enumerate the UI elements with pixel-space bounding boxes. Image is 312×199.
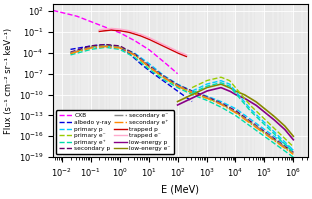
X-axis label: E (MeV): E (MeV) [162,185,199,195]
Legend: CXB, albedo γ-ray, primary p, primary e⁻, primary e⁺, secondary p, secondary e⁻,: CXB, albedo γ-ray, primary p, primary e⁻… [56,110,174,154]
Y-axis label: Flux (s⁻¹ cm⁻² sr⁻¹ keV⁻¹): Flux (s⁻¹ cm⁻² sr⁻¹ keV⁻¹) [4,28,13,134]
